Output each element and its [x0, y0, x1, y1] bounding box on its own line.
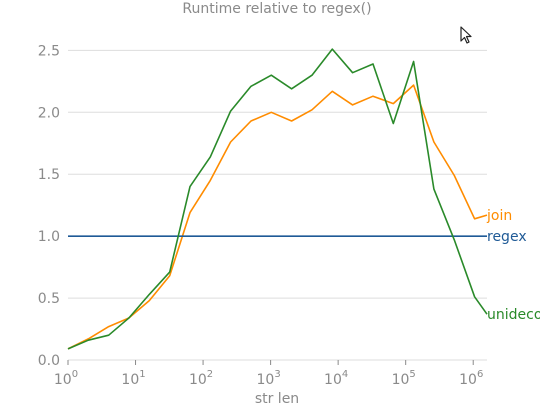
x-tick-label: 106 [459, 369, 483, 388]
x-tick-label: 103 [257, 369, 281, 388]
x-tick-base: 10 [324, 372, 342, 388]
x-tick-label: 100 [54, 369, 78, 388]
y-tick-label: 0.0 [38, 353, 60, 369]
x-tick-base: 10 [459, 372, 477, 388]
series-line-unidecode [67, 48, 488, 350]
x-tick-label: 104 [324, 369, 348, 388]
mouse-pointer-icon [460, 26, 472, 44]
plot-area [67, 48, 488, 350]
y-tick-label: 2.0 [38, 105, 60, 121]
x-tick-exponent: 5 [409, 369, 415, 380]
chart-title: Runtime relative to regex() [182, 1, 371, 17]
series-label-unidecode: unidecode [487, 307, 540, 323]
x-axis-ticks: 100 101 102 103 104 105 106 [54, 360, 483, 388]
series-line-join [67, 84, 488, 350]
x-axis-label: str len [255, 391, 299, 405]
series-label-join: join [486, 208, 512, 224]
x-tick-label: 101 [121, 369, 145, 388]
x-tick-exponent: 4 [342, 369, 348, 380]
x-tick-exponent: 0 [72, 369, 78, 380]
series-label-regex: regex [487, 229, 527, 245]
x-tick-base: 10 [257, 372, 275, 388]
y-tick-label: 2.5 [38, 43, 60, 59]
x-tick-label: 105 [392, 369, 416, 388]
x-tick-label: 102 [189, 369, 213, 388]
y-tick-label: 0.5 [38, 291, 60, 307]
x-tick-base: 10 [189, 372, 207, 388]
y-axis-ticks: 0.0 0.5 1.0 1.5 2.0 2.5 [38, 43, 60, 369]
x-tick-exponent: 3 [274, 369, 280, 380]
x-tick-base: 10 [392, 372, 410, 388]
y-tick-label: 1.5 [38, 167, 60, 183]
y-tick-label: 1.0 [38, 229, 60, 245]
x-tick-exponent: 2 [207, 369, 213, 380]
series-labels: join regex unidecode [486, 208, 540, 323]
grid-lines [68, 49, 487, 361]
x-tick-exponent: 6 [477, 369, 483, 380]
x-tick-base: 10 [54, 372, 72, 388]
x-tick-base: 10 [121, 372, 139, 388]
x-tick-exponent: 1 [139, 369, 145, 380]
